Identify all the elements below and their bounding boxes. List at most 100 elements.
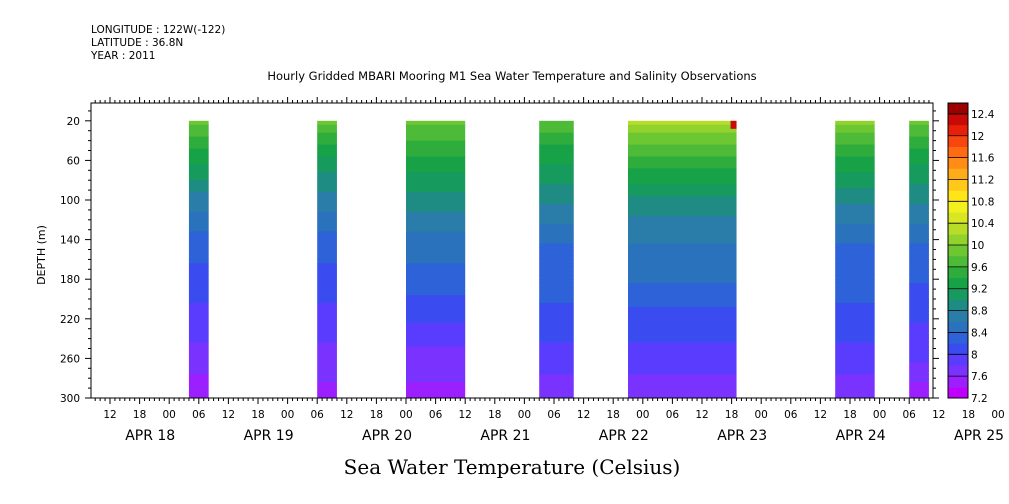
contour-cell <box>909 144 929 149</box>
contour-cell <box>835 271 875 276</box>
contour-cell <box>909 374 929 379</box>
x-tick-label: 06 <box>547 409 561 421</box>
colorbar-label: 9.6 <box>971 262 988 274</box>
contour-cell <box>317 259 337 264</box>
contour-cell <box>628 306 737 312</box>
contour-cell <box>406 291 466 296</box>
contour-cell <box>628 354 737 359</box>
contour-cell <box>628 279 737 284</box>
contour-cell <box>539 140 574 145</box>
contour-cell <box>909 164 929 169</box>
contour-cell <box>406 207 466 213</box>
contour-cell <box>628 128 737 134</box>
contour-cell <box>909 291 929 296</box>
contour-cell <box>539 255 574 260</box>
contour-cell <box>406 192 466 197</box>
data-block <box>628 120 737 399</box>
x-tick-label: 06 <box>311 409 325 421</box>
contour-cell <box>317 196 337 201</box>
colorbar-swatch <box>948 376 968 388</box>
contour-cell <box>835 215 875 221</box>
contour-cell <box>835 180 875 185</box>
contour-cell <box>188 136 209 142</box>
contour-cell <box>909 366 929 371</box>
contour-cell <box>317 370 337 375</box>
x-tick-label: 12 <box>459 409 472 421</box>
contour-cell <box>188 310 209 316</box>
x-tick-label: 18 <box>488 409 501 421</box>
contour-cell <box>317 302 337 308</box>
contour-cell <box>909 287 929 292</box>
contour-cell <box>317 342 337 347</box>
x-tick-label: 18 <box>843 409 856 421</box>
contour-cell <box>188 299 209 304</box>
contour-cell <box>628 239 737 244</box>
contour-cell <box>406 299 466 304</box>
contour-cell <box>835 302 875 308</box>
x-tick-label: 06 <box>784 409 798 421</box>
contour-cell <box>317 358 337 363</box>
contour-cell <box>406 302 466 308</box>
contour-cell <box>835 168 875 173</box>
contour-cell <box>628 390 737 395</box>
contour-cell <box>188 172 209 177</box>
colorbar-label: 8.4 <box>971 327 988 339</box>
contour-cell <box>628 374 737 379</box>
colorbar-swatch <box>948 277 968 290</box>
contour-cell <box>909 263 929 268</box>
contour-cell <box>188 251 209 256</box>
contour-cell <box>188 196 209 201</box>
contour-cell <box>909 346 929 351</box>
contour-cell <box>628 255 737 260</box>
contour-cell <box>835 366 875 371</box>
colorbar-swatch <box>948 146 968 158</box>
contour-cell <box>835 279 875 284</box>
contour-cell <box>835 128 875 134</box>
contour-cell <box>317 362 337 367</box>
x-tick-label: 00 <box>636 409 649 421</box>
x-tick-label: 00 <box>163 409 176 421</box>
contour-cell <box>188 164 209 169</box>
contour-cell <box>317 271 337 276</box>
contour-cell <box>835 219 875 225</box>
contour-cell <box>628 200 737 205</box>
contour-cell <box>628 156 737 161</box>
contour-cell <box>628 180 737 185</box>
contour-cell <box>835 223 875 229</box>
contour-cell <box>628 350 737 355</box>
contour-cell <box>539 326 574 332</box>
contour-cell <box>188 243 209 248</box>
contour-cell <box>539 287 574 292</box>
contour-cell <box>909 223 929 229</box>
contour-cell <box>835 354 875 359</box>
contour-cell <box>909 203 929 209</box>
contour-cell <box>539 124 574 130</box>
contour-cell <box>628 299 737 304</box>
x-tick-label: 00 <box>755 409 768 421</box>
contour-cell <box>406 227 466 233</box>
contour-cell <box>406 239 466 244</box>
contour-cell <box>628 219 737 225</box>
x-date-label: APR 23 <box>717 428 767 444</box>
contour-cell <box>406 295 466 300</box>
contour-cell <box>835 338 875 343</box>
contour-cell <box>317 215 337 221</box>
latitude-label: LATITUDE : 36.8N <box>91 37 184 49</box>
contour-cell <box>317 287 337 292</box>
contour-cell <box>835 394 875 399</box>
contour-cell <box>188 211 209 217</box>
contour-cell <box>628 192 737 197</box>
contour-cell <box>406 255 466 260</box>
contour-cell <box>317 374 337 379</box>
contour-cell <box>188 362 209 367</box>
contour-cell <box>628 334 737 340</box>
contour-cell <box>188 124 209 130</box>
contour-cell <box>539 334 574 340</box>
contour-cell <box>909 180 929 185</box>
contour-cell <box>188 330 209 336</box>
y-tick-label: 260 <box>60 353 80 365</box>
plot-area <box>188 120 929 399</box>
contour-cell <box>835 326 875 332</box>
contour-cell <box>188 279 209 284</box>
colorbar-swatch <box>948 135 968 148</box>
